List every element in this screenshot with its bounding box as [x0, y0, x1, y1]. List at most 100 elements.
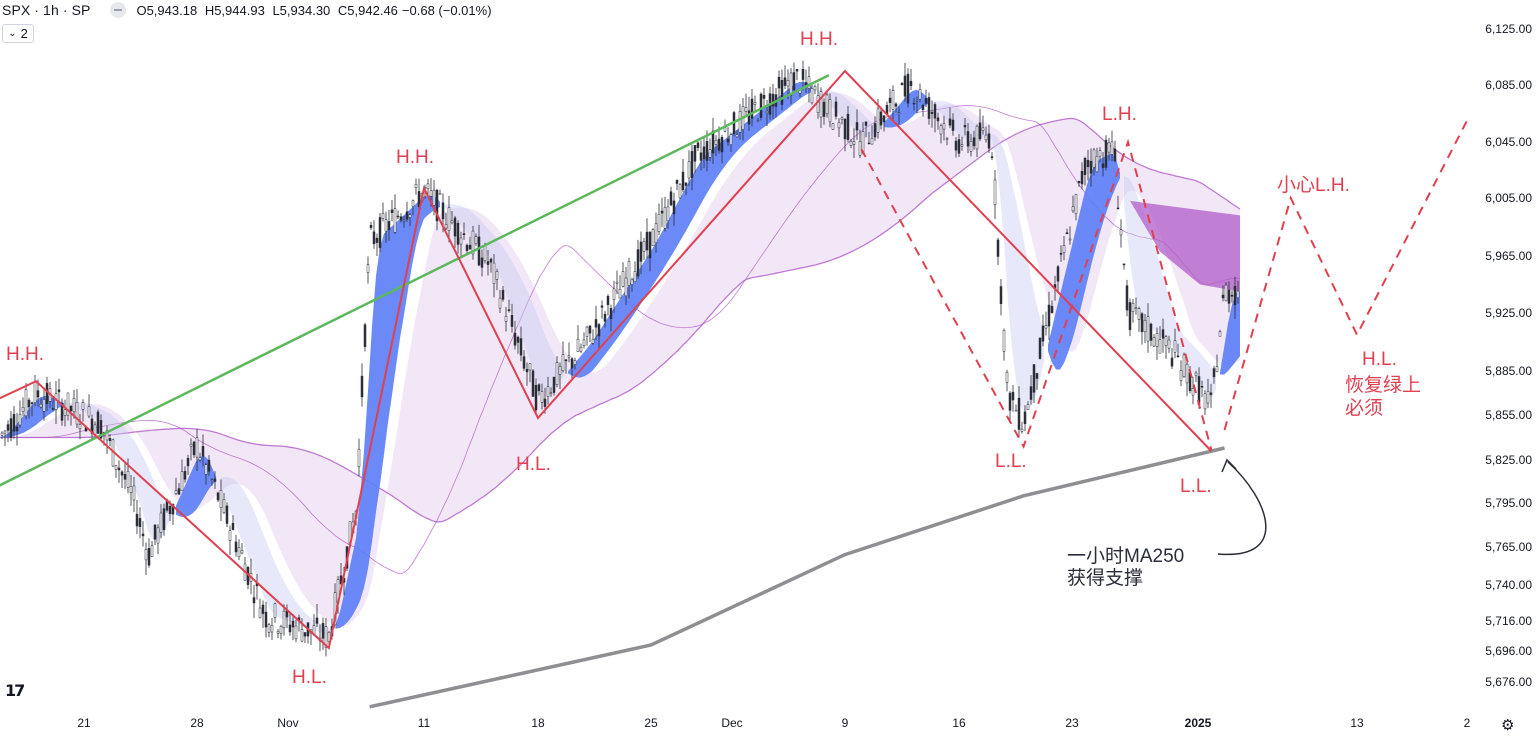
- candle-body: [600, 305, 604, 308]
- candle-body: [573, 360, 577, 365]
- candle-body: [621, 271, 625, 287]
- candle-body: [357, 448, 361, 467]
- ohlc-values: O5,943.18 H5,944.93 L5,934.30 C5,942.46: [136, 3, 401, 18]
- candle-body: [372, 231, 376, 245]
- ribbon-bear-segment: [1124, 176, 1216, 398]
- ribbon-bear-segment: [68, 402, 172, 543]
- projection-dashed-line: [1223, 120, 1468, 431]
- candle-body: [762, 94, 766, 99]
- candle-body: [36, 390, 40, 398]
- candle-body: [801, 69, 805, 80]
- candle-body: [360, 375, 364, 398]
- candle-body: [606, 295, 610, 306]
- candle-body: [672, 200, 676, 215]
- candle-body: [60, 402, 64, 421]
- candle-body: [789, 72, 793, 96]
- candle-body: [1164, 336, 1168, 346]
- annotation-hh-3: H.H.: [800, 29, 838, 50]
- candle-body: [717, 138, 721, 151]
- candle-body: [1005, 372, 1009, 383]
- candle-body: [1056, 266, 1060, 282]
- candle-body: [981, 127, 985, 131]
- candle-body: [432, 189, 436, 206]
- candle-body: [177, 488, 181, 495]
- candle-body: [63, 409, 67, 416]
- close-label: C: [337, 2, 348, 18]
- candle-body: [531, 370, 535, 397]
- candle-body: [1032, 364, 1036, 393]
- candle-body: [96, 411, 100, 434]
- candle-body: [951, 119, 955, 131]
- candle-body: [156, 527, 160, 544]
- candle-body: [684, 182, 688, 186]
- candle-body: [1155, 332, 1159, 347]
- candle-body: [699, 152, 703, 161]
- price-tick-label: 5,716.00: [1485, 614, 1532, 628]
- annotation-hl-2: H.L.: [516, 454, 551, 475]
- eye-icon[interactable]: [110, 2, 127, 18]
- candle-body: [1095, 156, 1099, 173]
- time-tick-label: 11: [417, 716, 431, 730]
- candle-body: [1074, 194, 1078, 214]
- candle-body: [21, 407, 25, 412]
- candle-body: [120, 471, 124, 476]
- candle-body: [1086, 159, 1090, 168]
- candle-body: [387, 221, 391, 231]
- candle-body: [498, 297, 502, 309]
- candle-body: [549, 392, 553, 395]
- candle-body: [189, 443, 193, 447]
- candle-body: [216, 492, 220, 501]
- candle-body: [366, 264, 370, 273]
- candle-body: [1026, 404, 1030, 411]
- candle-body: [1215, 366, 1219, 372]
- symbol-title[interactable]: SPX · 1h · SP: [2, 2, 91, 18]
- candle-body: [564, 359, 568, 362]
- gear-icon[interactable]: ⚙: [1501, 717, 1515, 734]
- candle-body: [708, 149, 712, 158]
- annotation-hl-3: H.L.: [1362, 349, 1397, 370]
- candle-body: [408, 214, 412, 218]
- candle-body: [852, 141, 856, 145]
- ribbon-bear-segment: [220, 476, 332, 636]
- candle-body: [72, 398, 76, 413]
- candle-body: [915, 99, 919, 102]
- candle-body: [1221, 294, 1225, 299]
- ma250-line: [369, 446, 1225, 709]
- candle-body: [537, 384, 541, 392]
- indicators-toggle-button[interactable]: ⌄ 2: [2, 24, 34, 43]
- candle-body: [240, 550, 244, 554]
- candle-body: [849, 140, 853, 146]
- candle-body: [1038, 337, 1042, 359]
- candle-body: [468, 244, 472, 250]
- open-label: O: [136, 2, 147, 18]
- candle-body: [99, 420, 103, 439]
- candle-body: [495, 271, 499, 280]
- candle-body: [282, 610, 286, 629]
- candle-body: [561, 354, 565, 372]
- candle-body: [576, 338, 580, 352]
- candle-body: [642, 241, 646, 252]
- candle-body: [543, 398, 547, 407]
- candle-body: [882, 115, 886, 123]
- candle-body: [939, 125, 943, 135]
- candle-body: [1050, 306, 1054, 313]
- candle-body: [27, 399, 31, 408]
- candle-body: [615, 281, 619, 284]
- candle-body: [555, 362, 559, 385]
- candle-body: [414, 183, 418, 188]
- candle-body: [1011, 391, 1015, 401]
- time-tick-label: 28: [190, 716, 204, 730]
- tradingview-logo-icon[interactable]: 17: [5, 681, 25, 700]
- price-tick-label: 5,765.00: [1485, 540, 1532, 554]
- candle-body: [840, 117, 844, 120]
- candle-body: [516, 336, 520, 343]
- candle-body: [843, 118, 847, 140]
- candle-body: [1020, 428, 1024, 432]
- candle-body: [126, 471, 130, 488]
- candle-body: [1119, 229, 1123, 236]
- candle-body: [1131, 302, 1135, 312]
- candle-body: [501, 289, 505, 300]
- candle-body: [747, 110, 751, 125]
- candle-body: [765, 110, 769, 114]
